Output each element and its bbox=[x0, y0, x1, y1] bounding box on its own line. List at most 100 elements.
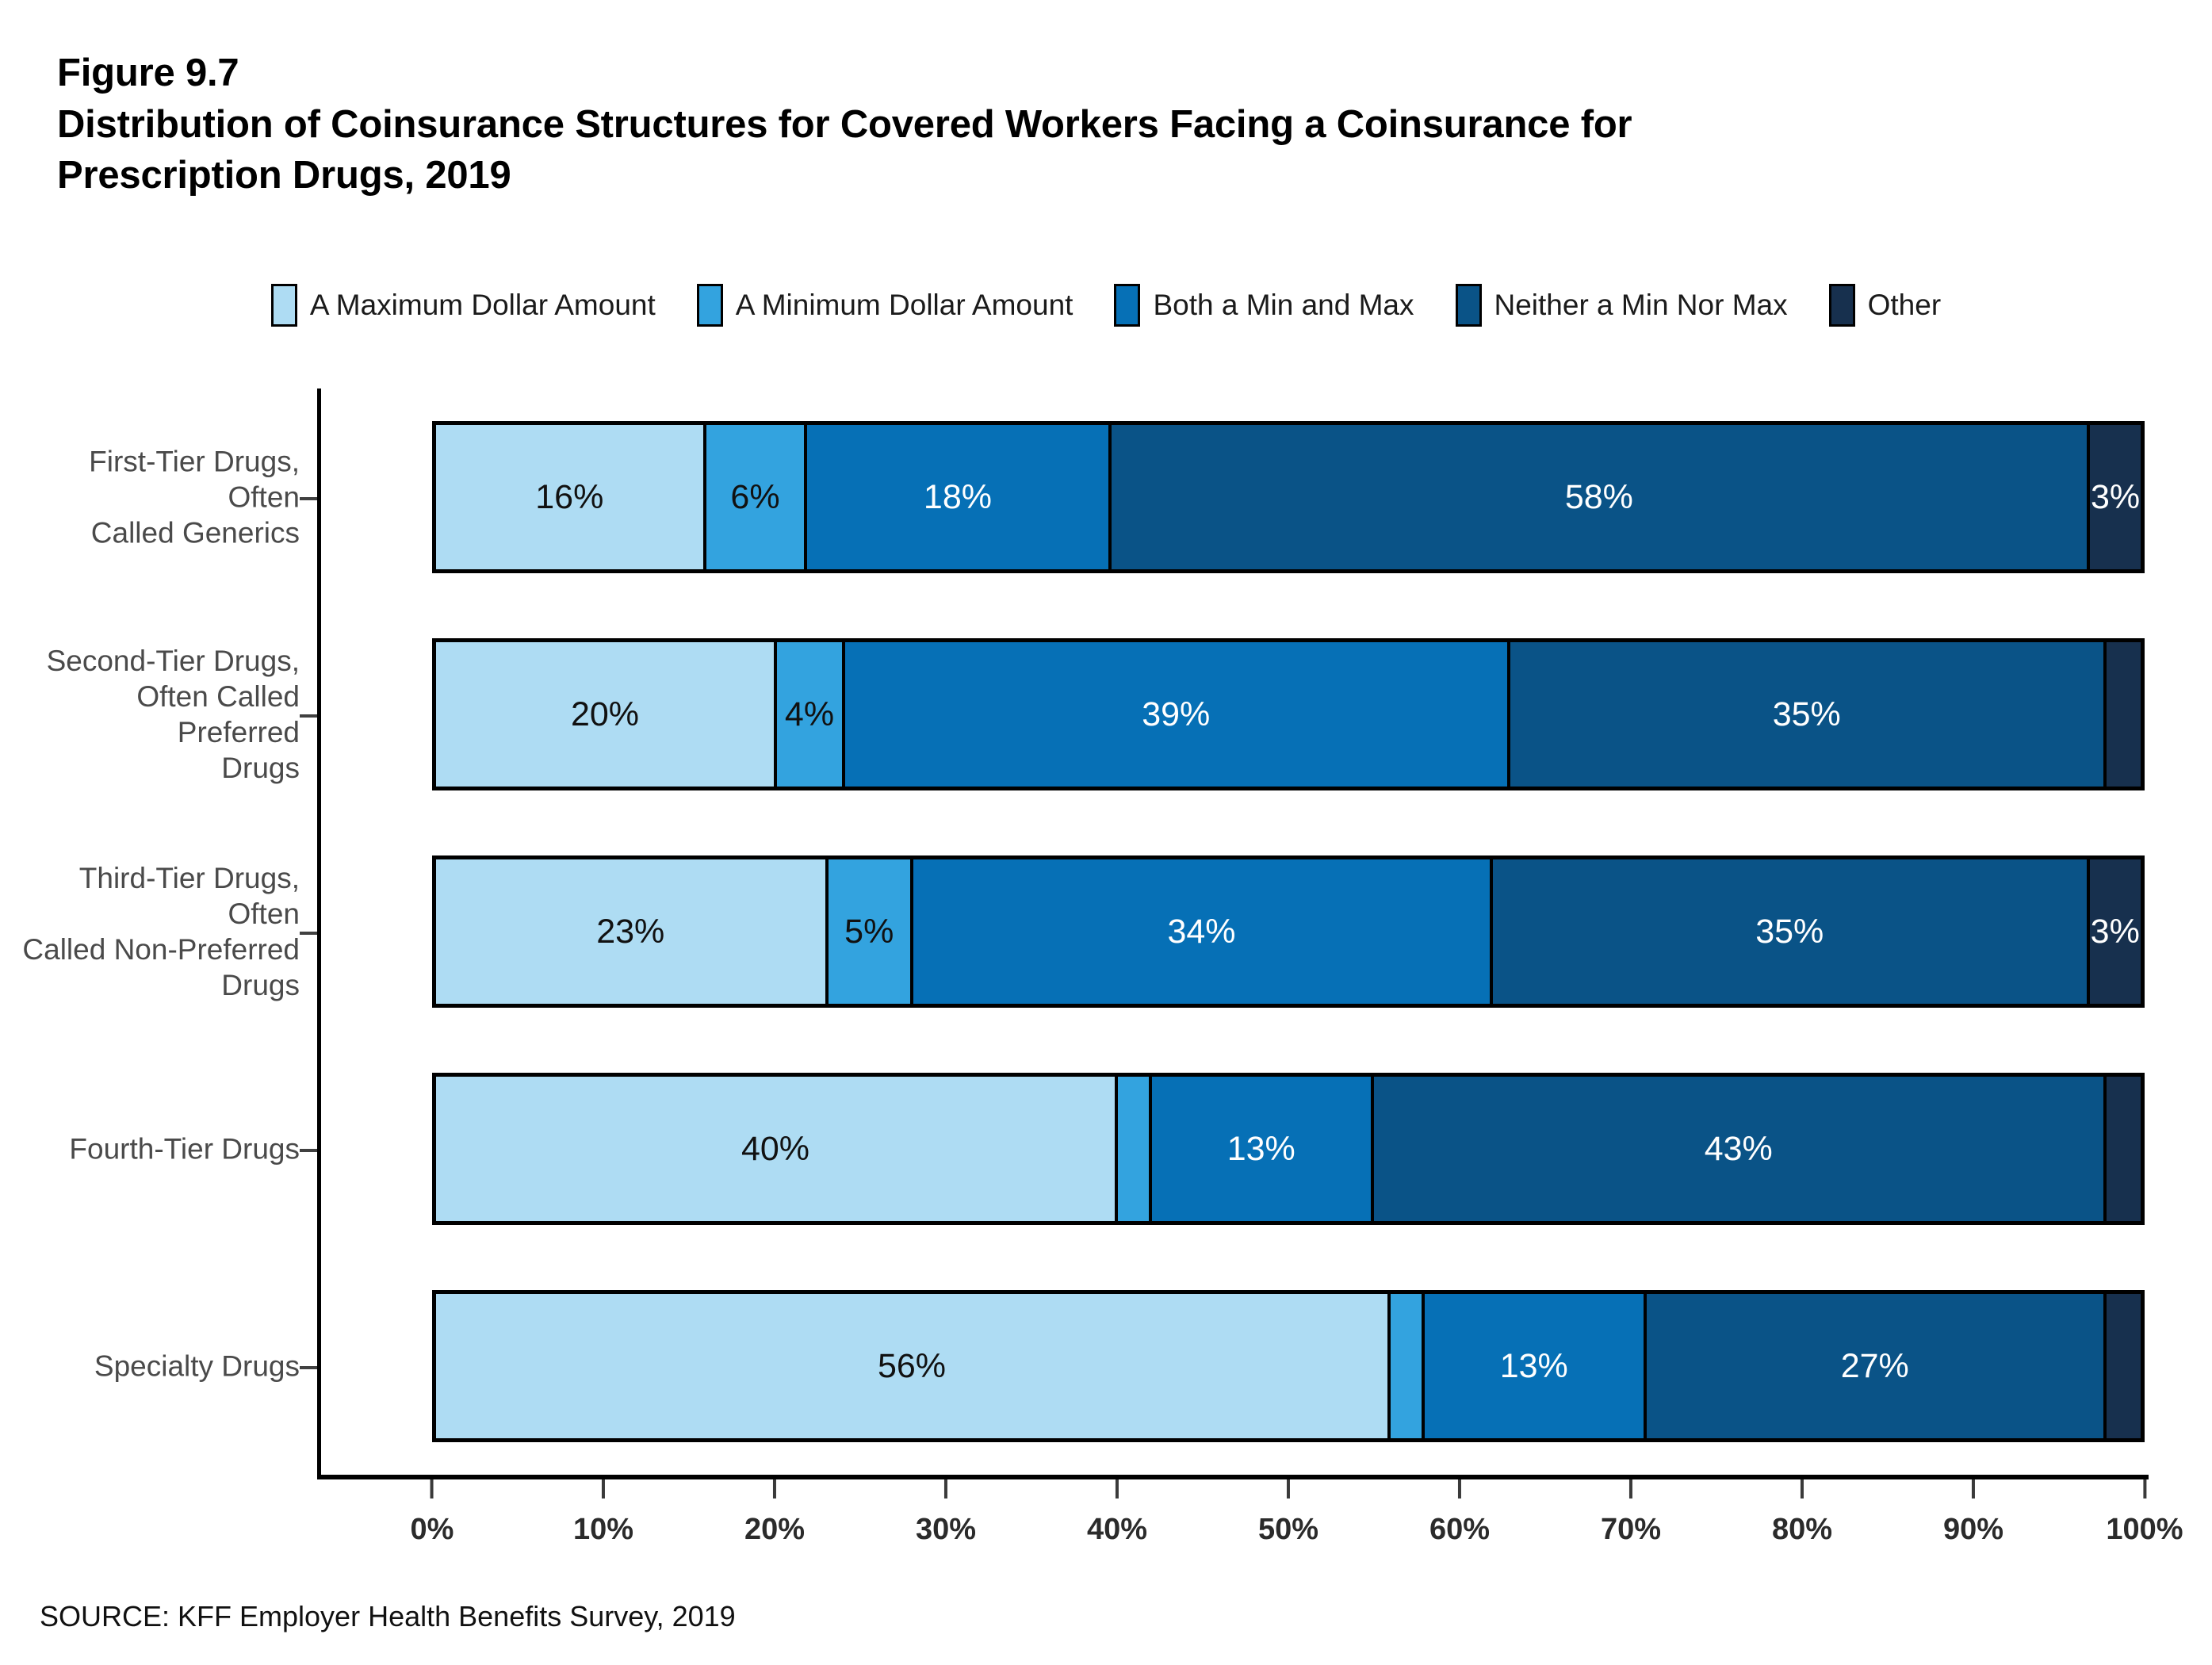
bar-segment[interactable]: 18% bbox=[807, 425, 1112, 569]
legend-item-label: A Maximum Dollar Amount bbox=[309, 289, 656, 321]
y-axis-category-label: Fourth-Tier Drugs bbox=[14, 1131, 300, 1166]
bar-segment[interactable]: 43% bbox=[1373, 1077, 2107, 1221]
bar-segment[interactable] bbox=[2107, 1294, 2141, 1438]
page-title-line-1: Distribution of Coinsurance Structures f… bbox=[57, 102, 1632, 146]
bar-segment-value-label: 3% bbox=[2091, 477, 2141, 516]
legend-item-1[interactable]: A Minimum Dollar Amount bbox=[696, 284, 1073, 327]
bar-segment-value-label: 43% bbox=[1704, 1129, 1773, 1168]
bar-segment-value-label: 27% bbox=[1840, 1346, 1909, 1385]
bar-segment[interactable]: 3% bbox=[2090, 425, 2141, 569]
category-label-line: Called Generics bbox=[90, 516, 300, 549]
x-axis-tick-mark bbox=[2142, 1479, 2146, 1498]
bar-segment[interactable]: 4% bbox=[777, 642, 845, 787]
x-axis-line bbox=[317, 1475, 2149, 1479]
bar-segment[interactable] bbox=[2107, 642, 2141, 787]
legend-swatch-icon-3 bbox=[1455, 284, 1482, 327]
x-axis-tick: 50% bbox=[1258, 1479, 1318, 1547]
bar-segment[interactable]: 6% bbox=[706, 425, 808, 569]
bar-segment-value-label: 18% bbox=[923, 477, 992, 516]
legend-item-3[interactable]: Neither a Min Nor Max bbox=[1455, 284, 1788, 327]
x-axis-tick-mark bbox=[1801, 1479, 1804, 1498]
figure-title-block: Figure 9.7 Distribution of Coinsurance S… bbox=[57, 48, 2039, 201]
bar-segment-value-label: 34% bbox=[1167, 912, 1236, 951]
category-label-line: Specialty Drugs bbox=[94, 1349, 300, 1383]
legend-swatch-icon-4 bbox=[1828, 284, 1855, 327]
bar-segment[interactable]: 5% bbox=[828, 859, 913, 1004]
y-axis-category-label: Specialty Drugs bbox=[14, 1348, 300, 1384]
source-note: SOURCE: KFF Employer Health Benefits Sur… bbox=[40, 1600, 736, 1632]
x-axis-tick-mark bbox=[1116, 1479, 1119, 1498]
x-axis-tick-mark bbox=[1972, 1479, 1975, 1498]
category-label-line: Third-Tier Drugs, Often bbox=[78, 861, 300, 930]
x-axis-tick-label: 60% bbox=[1429, 1513, 1491, 1546]
category-label-line: Drugs bbox=[221, 969, 300, 1002]
bar-segment-value-label: 13% bbox=[1227, 1129, 1295, 1168]
x-axis-tick-label: 0% bbox=[410, 1513, 454, 1546]
x-axis-tick: 10% bbox=[573, 1479, 633, 1547]
y-axis-line bbox=[317, 388, 321, 1475]
x-axis-tick-mark bbox=[1629, 1479, 1632, 1498]
y-axis-tick-mark bbox=[300, 497, 317, 500]
stacked-bars-container: 16% 6% 18% 58% 3% 20% 4% 39% 35% 23% 5% 34% 35% 3% 40%… bbox=[432, 388, 2145, 1475]
y-axis-tick-mark bbox=[300, 1366, 317, 1369]
legend-swatch-icon-0 bbox=[270, 284, 297, 327]
category-label-line: Second-Tier Drugs, bbox=[46, 644, 300, 677]
x-axis-tick: 0% bbox=[410, 1479, 454, 1547]
bar-segment[interactable]: 16% bbox=[436, 425, 706, 569]
bar-segment[interactable]: 58% bbox=[1111, 425, 2091, 569]
bar-segment-value-label: 23% bbox=[596, 912, 665, 951]
bar-segment[interactable]: 13% bbox=[1425, 1294, 1647, 1438]
legend-item-2[interactable]: Both a Min and Max bbox=[1114, 284, 1414, 327]
category-label-line: Called Non-Preferred bbox=[22, 933, 300, 966]
y-axis-category-label: Second-Tier Drugs, Often Called Preferred… bbox=[14, 643, 300, 787]
x-axis-tick-label: 70% bbox=[1600, 1513, 1662, 1546]
bar-segment[interactable]: 40% bbox=[436, 1077, 1118, 1221]
stacked-bar-row: 23% 5% 34% 35% 3% bbox=[432, 855, 2145, 1008]
figure-number: Figure 9.7 bbox=[57, 52, 239, 94]
x-axis-tick-label: 50% bbox=[1257, 1513, 1319, 1546]
category-label-line: Fourth-Tier Drugs bbox=[69, 1132, 300, 1166]
x-axis-tick: 30% bbox=[916, 1479, 976, 1547]
bar-segment[interactable]: 35% bbox=[1510, 642, 2107, 787]
legend-swatch-icon-1 bbox=[696, 284, 723, 327]
x-axis-tick: 20% bbox=[744, 1479, 805, 1547]
y-axis-tick-mark bbox=[300, 1149, 317, 1152]
y-axis-tick-mark bbox=[300, 932, 317, 935]
bar-segment[interactable]: 27% bbox=[1646, 1294, 2107, 1438]
x-axis-tick: 90% bbox=[1943, 1479, 2003, 1547]
legend-item-0[interactable]: A Maximum Dollar Amount bbox=[270, 284, 656, 327]
stacked-bar-row: 56% 13% 27% bbox=[432, 1290, 2145, 1442]
y-axis-tick-mark bbox=[300, 714, 317, 718]
bar-segment[interactable]: 34% bbox=[913, 859, 1493, 1004]
stacked-bar-row: 20% 4% 39% 35% bbox=[432, 638, 2145, 790]
x-axis-tick: 60% bbox=[1429, 1479, 1490, 1547]
y-axis-category-label: Third-Tier Drugs, Often Called Non-Prefer… bbox=[14, 860, 300, 1004]
x-axis-tick: 70% bbox=[1601, 1479, 1661, 1547]
legend-item-4[interactable]: Other bbox=[1828, 284, 1941, 327]
category-label-line: First-Tier Drugs, Often bbox=[89, 445, 300, 514]
bar-segment[interactable]: 39% bbox=[845, 642, 1510, 787]
bar-segment[interactable] bbox=[2107, 1077, 2141, 1221]
bar-segment-value-label: 35% bbox=[1755, 912, 1824, 951]
category-label-line: Often Called Preferred bbox=[136, 679, 300, 748]
bar-segment[interactable]: 20% bbox=[436, 642, 777, 787]
bar-segment[interactable]: 23% bbox=[436, 859, 829, 1004]
category-label-line: Drugs bbox=[221, 752, 300, 785]
bar-segment[interactable] bbox=[1391, 1294, 1425, 1438]
x-axis-tick-mark bbox=[602, 1479, 605, 1498]
bar-segment[interactable] bbox=[1118, 1077, 1152, 1221]
x-axis-tick-mark bbox=[1458, 1479, 1461, 1498]
bar-segment-value-label: 39% bbox=[1142, 695, 1211, 733]
bar-segment[interactable]: 3% bbox=[2089, 859, 2141, 1004]
bar-segment-value-label: 58% bbox=[1564, 477, 1633, 516]
x-axis-tick-label: 80% bbox=[1771, 1513, 1833, 1546]
bar-segment-value-label: 6% bbox=[730, 477, 780, 516]
x-axis-tick-label: 20% bbox=[744, 1513, 806, 1546]
bar-segment-value-label: 13% bbox=[1499, 1346, 1568, 1385]
x-axis-tick: 40% bbox=[1087, 1479, 1147, 1547]
x-axis-tick-mark bbox=[773, 1479, 776, 1498]
bar-segment[interactable]: 35% bbox=[1493, 859, 2090, 1004]
bar-segment-value-label: 3% bbox=[2090, 912, 2140, 951]
bar-segment[interactable]: 56% bbox=[436, 1294, 1391, 1438]
bar-segment[interactable]: 13% bbox=[1152, 1077, 1374, 1221]
